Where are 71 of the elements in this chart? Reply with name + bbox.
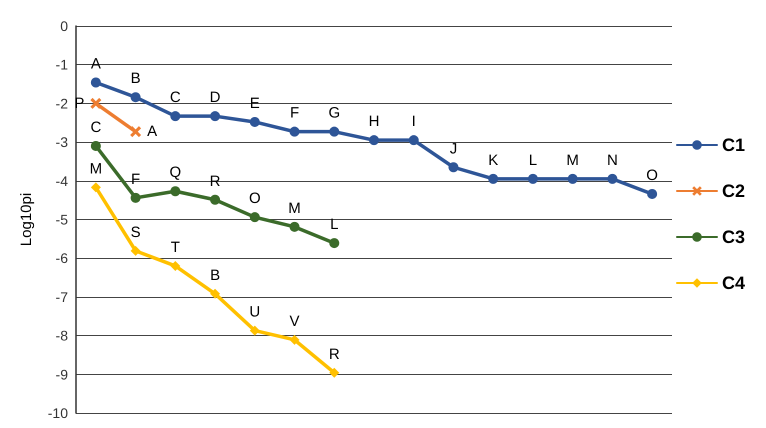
point bbox=[170, 111, 180, 122]
legend-label: C4 bbox=[722, 273, 746, 293]
point bbox=[528, 174, 538, 184]
data-label: N bbox=[606, 152, 618, 169]
point bbox=[369, 135, 379, 146]
data-label: K bbox=[488, 152, 498, 169]
legend-label: C2 bbox=[722, 181, 746, 201]
y-tick-label: 0 bbox=[60, 18, 68, 34]
point bbox=[408, 135, 419, 146]
data-label: C bbox=[90, 118, 102, 136]
data-label: M bbox=[288, 200, 301, 217]
data-label: L bbox=[528, 152, 538, 169]
data-label: Q bbox=[169, 164, 182, 182]
legend-label: C3 bbox=[722, 227, 746, 247]
point bbox=[290, 222, 300, 232]
point bbox=[250, 116, 260, 127]
data-label: T bbox=[170, 238, 180, 256]
point bbox=[448, 162, 458, 172]
y-tick-label: -6 bbox=[56, 250, 68, 266]
point bbox=[170, 186, 180, 196]
y-tick-label: -4 bbox=[56, 172, 68, 189]
data-label: I bbox=[412, 113, 416, 130]
point bbox=[210, 194, 220, 205]
data-label: H bbox=[368, 113, 380, 130]
data-label: D bbox=[210, 89, 221, 106]
y-tick-label: -10 bbox=[48, 405, 68, 421]
y-tick-label: -3 bbox=[56, 134, 68, 150]
y-tick-label: -2 bbox=[56, 95, 68, 112]
data-label: C bbox=[170, 89, 181, 106]
data-label: O bbox=[646, 166, 658, 184]
point bbox=[90, 78, 101, 88]
point bbox=[130, 192, 141, 203]
data-label: L bbox=[330, 216, 338, 234]
data-label: R bbox=[328, 346, 340, 363]
y-tick-label: -5 bbox=[56, 212, 68, 228]
data-label: B bbox=[130, 70, 141, 88]
data-label: A bbox=[147, 123, 158, 140]
point bbox=[290, 126, 300, 137]
point bbox=[329, 126, 340, 137]
point bbox=[647, 188, 658, 199]
data-label: M bbox=[566, 152, 579, 169]
data-label: F bbox=[290, 104, 300, 122]
data-label: J bbox=[450, 140, 458, 158]
data-label: G bbox=[328, 104, 340, 122]
y-tick-label: -1 bbox=[56, 56, 68, 73]
y-tick-label: -8 bbox=[56, 328, 68, 344]
point bbox=[210, 288, 220, 299]
data-label: O bbox=[248, 190, 261, 208]
data-label: U bbox=[249, 304, 260, 321]
point bbox=[607, 174, 618, 184]
point bbox=[250, 326, 260, 336]
data-label: M bbox=[90, 160, 102, 178]
point bbox=[130, 246, 141, 256]
point bbox=[568, 174, 578, 184]
data-label: B bbox=[210, 266, 220, 284]
data-label: S bbox=[130, 224, 141, 241]
y-axis-title: Log10pi bbox=[18, 192, 35, 246]
point bbox=[130, 92, 141, 102]
point bbox=[329, 368, 340, 378]
point bbox=[329, 238, 340, 248]
point bbox=[90, 140, 101, 151]
point bbox=[250, 212, 260, 222]
y-tick-label: -9 bbox=[56, 366, 68, 382]
point bbox=[290, 334, 300, 345]
y-tick-label: -7 bbox=[56, 288, 68, 305]
legend-label: C1 bbox=[722, 135, 746, 155]
data-label: V bbox=[290, 312, 300, 330]
point bbox=[210, 111, 220, 122]
point bbox=[170, 260, 180, 271]
point bbox=[90, 182, 101, 192]
point bbox=[488, 174, 498, 184]
